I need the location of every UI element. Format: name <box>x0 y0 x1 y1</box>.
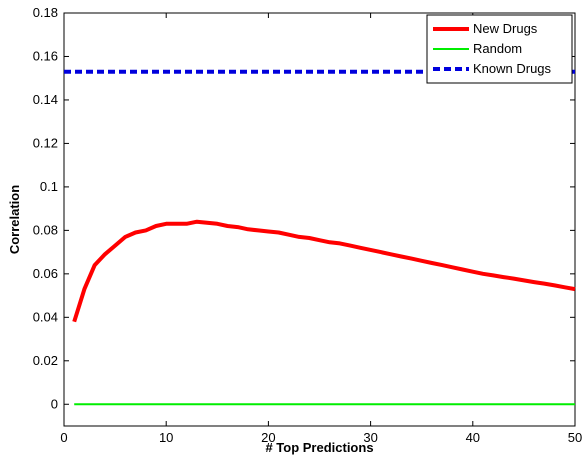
y-tick-label: 0.18 <box>33 5 58 20</box>
legend-label: New Drugs <box>473 21 538 36</box>
x-tick-label: 50 <box>568 430 582 445</box>
y-tick-label: 0.1 <box>40 179 58 194</box>
y-tick-label: 0 <box>51 396 58 411</box>
legend: New Drugs Random Known Drugs <box>426 14 573 84</box>
series-layer <box>64 69 576 406</box>
legend-label: Known Drugs <box>473 61 552 76</box>
x-tick-label: 20 <box>261 430 275 445</box>
y-tick-label: 0.08 <box>33 222 58 237</box>
y-axis-label: Correlation <box>7 185 22 254</box>
y-tick-label: 0.04 <box>33 309 58 324</box>
x-tick-label: 30 <box>363 430 377 445</box>
y-tick-label: 0.14 <box>33 92 58 107</box>
x-tick-label: 10 <box>159 430 173 445</box>
y-tick-label: 0.16 <box>33 48 58 63</box>
x-tick-label: 40 <box>466 430 480 445</box>
y-tick-label: 0.02 <box>33 353 58 368</box>
y-tick-label: 0.12 <box>33 135 58 150</box>
axis-ticks: 0 0.02 0.04 0.06 0.08 0.1 0.12 0.14 0.16 0.18 0 10 2… <box>33 5 583 445</box>
x-axis-label: # Top Predictions <box>265 440 373 455</box>
x-tick-label: 0 <box>60 430 67 445</box>
series-line-new-drugs <box>72 219 576 323</box>
legend-label: Random <box>473 41 522 56</box>
y-tick-label: 0.06 <box>33 266 58 281</box>
